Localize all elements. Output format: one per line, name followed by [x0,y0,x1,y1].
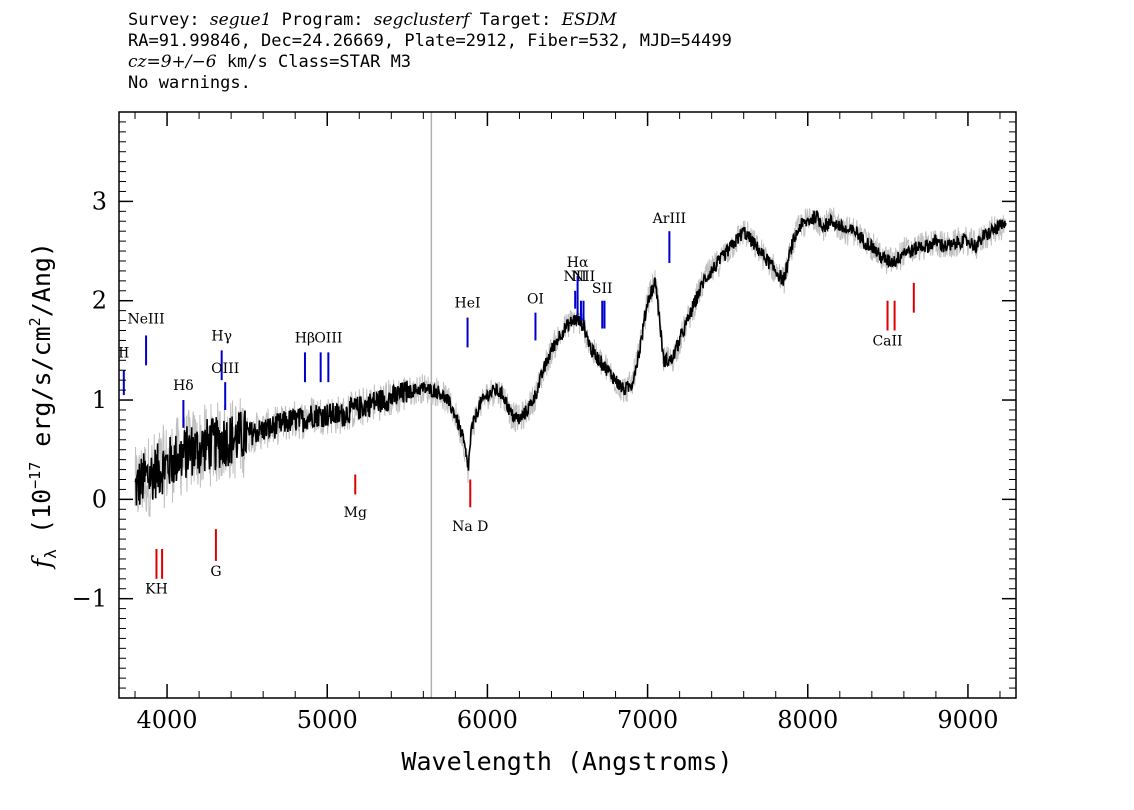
x-tick-label: 5000 [297,706,358,734]
survey-value: segue1 [209,10,272,30]
header-line-4: No warnings. [128,73,251,93]
x-axis-title: Wavelength (Angstroms) [401,747,732,776]
spectral-line-label: Na D [452,519,488,535]
header-line-2: RA=91.99846, Dec=24.26669, Plate=2912, F… [128,31,732,51]
y-tick-label: 0 [92,485,107,513]
x-tick-label: 7000 [617,706,678,734]
spectral-line-label: NII [564,269,587,285]
x-tick-label: 9000 [937,706,998,734]
spectral-line-label: Hγ [211,328,232,344]
spectral-line-label: G [210,564,221,580]
y-tick-label: −1 [72,585,107,613]
spectral-line-label: Mg [344,505,367,521]
y-tick-label: 1 [92,386,107,414]
cz-rest: km/s Class=STAR M3 [216,52,412,72]
cz-label: cz [128,52,147,72]
y-tick-label: 3 [92,187,107,215]
spectral-line-label: HeI [455,296,481,312]
x-tick-label: 4000 [137,706,198,734]
spectral-line-label: NeIII [127,312,164,328]
x-tick-label: 8000 [777,706,838,734]
spectral-line-label: Hα [567,255,589,271]
spectral-line-label: CaII [872,333,902,349]
target-value: ESDM [561,10,617,30]
spectral-line-label: NII [572,269,595,285]
cz-value: =9+/−6 [146,52,217,72]
spectral-line-label: OIII [211,361,239,377]
spectral-line-label: ArIII [652,211,686,227]
y-axis-title: fλ (10−17 erg/s/cm2/Ang) [26,242,60,570]
spectral-line-label: Hδ [173,378,194,394]
spectral-line-label: Hβ [295,330,315,346]
spectral-line-label: OIII [314,330,342,346]
spectrum-header: Survey: segue1 Program: segclusterf Targ… [128,10,732,94]
program-value: segclusterf [373,10,470,30]
header-line-3: cz=9+/−6 km/s Class=STAR M3 [128,52,732,73]
spectral-line-label: OI [527,292,544,308]
spectral-line-label: II [118,345,129,361]
spectral-line-label: SII [592,281,613,297]
plot-frame [118,111,1017,699]
x-tick-label: 6000 [457,706,518,734]
header-line-1: Survey: segue1 Program: segclusterf Targ… [128,10,617,30]
flux-series [134,209,1007,506]
y-tick-label: 2 [92,287,107,315]
spectral-line-label: KH [145,582,168,598]
